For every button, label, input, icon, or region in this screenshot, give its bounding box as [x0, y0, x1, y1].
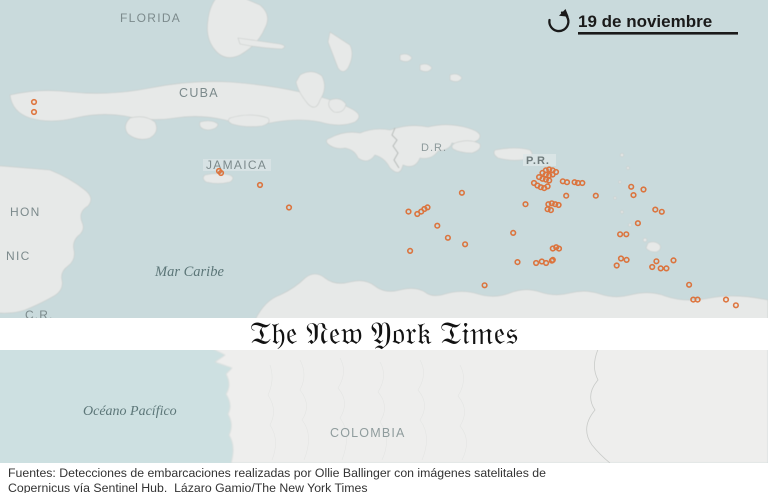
svg-text:HON: HON [10, 205, 41, 219]
svg-text:COLOMBIA: COLOMBIA [330, 426, 406, 440]
svg-text:P.R.: P.R. [526, 155, 550, 167]
svg-text:Mar Caribe: Mar Caribe [154, 264, 224, 280]
svg-text:19 de noviembre: 19 de noviembre [578, 12, 712, 31]
svg-text:CUBA: CUBA [179, 86, 219, 100]
svg-text:JAMAICA: JAMAICA [206, 158, 267, 172]
svg-text:Océano Pacífico: Océano Pacífico [83, 404, 177, 419]
svg-text:NIC: NIC [6, 249, 31, 263]
svg-text:FLORIDA: FLORIDA [120, 11, 181, 25]
svg-text:D.R.: D.R. [421, 142, 447, 154]
